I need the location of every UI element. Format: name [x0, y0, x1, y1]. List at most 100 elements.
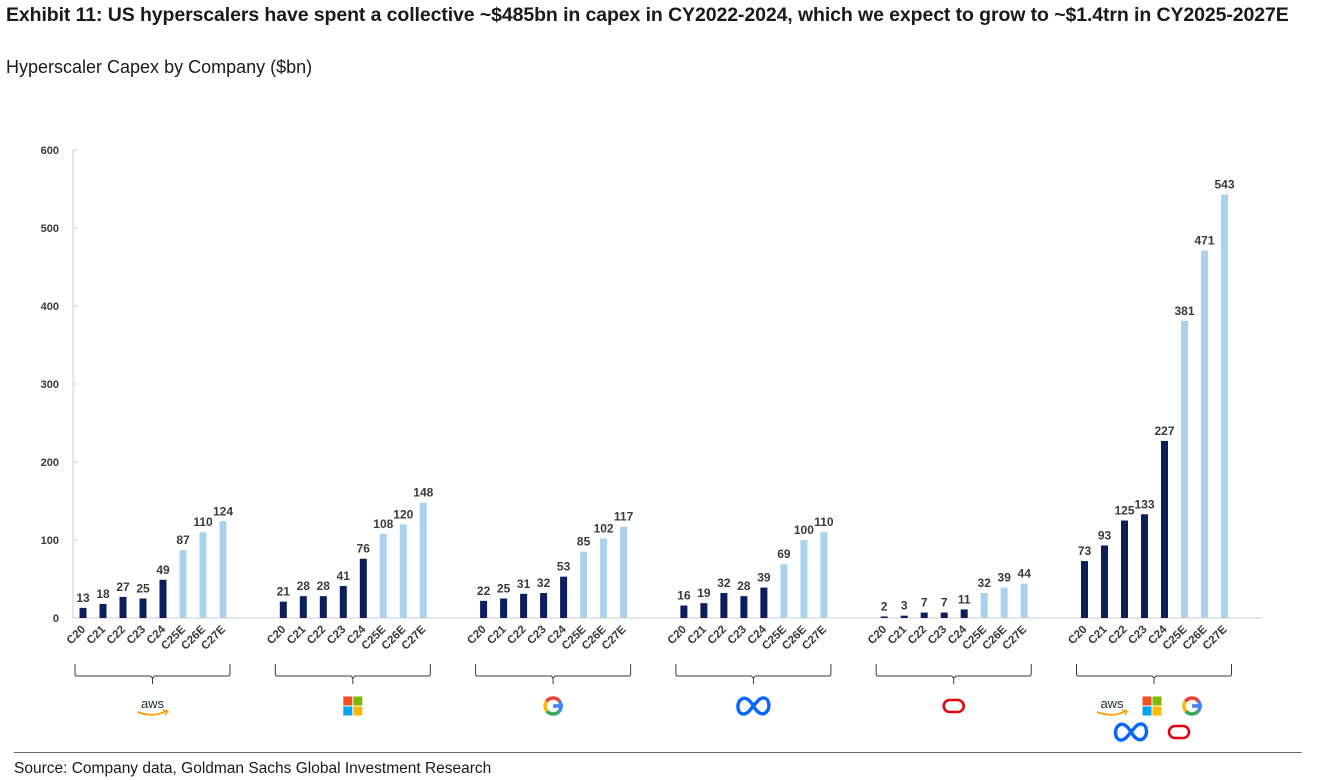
bar-value-label: 102: [594, 521, 614, 535]
y-tick-label: 400: [41, 301, 59, 313]
estimate-bar: [199, 532, 207, 618]
x-category-label: C22: [706, 624, 729, 647]
estimate-bar: [780, 564, 788, 618]
google-logo-icon: [543, 696, 563, 716]
actual-bar: [1121, 520, 1128, 618]
y-tick-label: 200: [41, 457, 59, 469]
bar-value-label: 69: [777, 547, 791, 561]
x-category-label: C22: [906, 624, 929, 647]
svg-text:aws: aws: [1100, 696, 1124, 711]
x-category-label: C23: [525, 624, 548, 647]
bar-value-label: 227: [1154, 424, 1174, 438]
bar-value-label: 2: [881, 599, 888, 613]
actual-bar: [920, 612, 928, 618]
estimate-bar: [419, 502, 427, 618]
aws-logo-icon: aws: [137, 696, 169, 716]
bar-value-label: 7: [941, 596, 948, 610]
bar-value-label: 31: [517, 577, 531, 591]
bar-value-label: 13: [76, 591, 90, 605]
estimate-bar: [1221, 194, 1228, 618]
bar-value-label: 73: [1078, 544, 1092, 558]
group-bracket: [875, 664, 1032, 679]
x-category-label: C23: [1126, 624, 1149, 647]
x-category-label: C22: [505, 624, 528, 647]
estimate-bar: [580, 551, 588, 618]
group-bracket: [475, 664, 632, 679]
bar-value-label: 110: [814, 515, 834, 529]
bar-value-label: 49: [156, 563, 170, 577]
company-group: 73C2093C21125C22133C23227C24381C25E471C2…: [1066, 177, 1235, 742]
group-bracket: [274, 664, 431, 679]
bar-value-label: 39: [757, 571, 771, 585]
bar-value-label: 41: [337, 569, 351, 583]
x-category-label: C21: [85, 623, 109, 647]
actual-bar: [740, 596, 748, 618]
actual-bar: [279, 601, 287, 618]
footer-divider: [14, 752, 1302, 753]
actual-bar: [99, 603, 107, 618]
microsoft-logo-icon: [343, 696, 363, 716]
bar-value-label: 21: [277, 585, 291, 599]
bar-value-label: 117: [614, 510, 634, 524]
actual-bar: [500, 598, 508, 618]
bar-value-label: 125: [1114, 504, 1134, 518]
bar-value-label: 471: [1194, 234, 1214, 248]
estimate-bar: [1020, 583, 1028, 618]
bar-value-label: 110: [193, 515, 213, 529]
y-tick-label: 600: [41, 145, 59, 157]
x-category-label: C22: [105, 624, 128, 647]
bar-value-label: 44: [1018, 567, 1032, 581]
google-logo-icon: [1182, 696, 1202, 716]
x-category-label: C21: [1086, 623, 1110, 647]
actual-bar: [1161, 440, 1168, 618]
estimate-bar: [800, 540, 808, 618]
group-bracket: [1076, 664, 1232, 679]
svg-text:aws: aws: [141, 696, 165, 711]
actual-bar: [880, 616, 888, 618]
estimate-bar: [600, 538, 608, 618]
bar-value-label: 22: [477, 584, 491, 598]
actual-bar: [700, 603, 708, 618]
x-category-label: C20: [1066, 624, 1089, 647]
actual-bar: [960, 609, 968, 618]
actual-bar: [359, 558, 367, 618]
bar-value-label: 19: [697, 586, 711, 600]
actual-bar: [299, 596, 307, 618]
x-category-label: C20: [65, 624, 88, 647]
actual-bar: [760, 587, 768, 618]
x-category-label: C20: [465, 624, 488, 647]
actual-bar: [119, 596, 127, 618]
bar-value-label: 93: [1098, 528, 1112, 542]
actual-bar: [139, 598, 147, 618]
x-category-label: C21: [686, 623, 710, 647]
company-group: 22C2025C2131C2232C2353C2485C25E102C26E11…: [465, 510, 634, 716]
group-bracket: [675, 664, 832, 679]
bar-value-label: 87: [176, 533, 190, 547]
x-category-label: C21: [886, 623, 910, 647]
bar-value-label: 28: [737, 579, 751, 593]
source-note: Source: Company data, Goldman Sachs Glob…: [14, 760, 492, 777]
bar-value-label: 28: [317, 579, 331, 593]
actual-bar: [680, 605, 688, 618]
bar-value-label: 108: [373, 517, 393, 531]
actual-bar: [1141, 514, 1148, 618]
y-tick-label: 500: [41, 223, 59, 235]
y-axis: 0 100 200 300 400 500 600: [41, 145, 1262, 625]
company-group: 13C2018C2127C2225C2349C2487C25E110C26E12…: [65, 504, 233, 716]
chart-subtitle: Hyperscaler Capex by Company ($bn): [6, 57, 313, 77]
estimate-bar: [179, 550, 187, 618]
x-category-label: C21: [285, 623, 309, 647]
bar-value-label: 32: [978, 576, 992, 590]
actual-bar: [319, 596, 327, 618]
bar-value-label: 543: [1214, 177, 1234, 191]
group-bracket: [74, 664, 231, 679]
estimate-bar: [1181, 320, 1188, 618]
oracle-logo-icon: [942, 698, 966, 714]
x-category-label: C21: [485, 623, 509, 647]
bar-value-label: 100: [794, 523, 814, 537]
exhibit-title: Exhibit 11: US hyperscalers have spent a…: [6, 4, 1289, 26]
bar-value-label: 16: [677, 589, 691, 603]
x-category-label: C23: [125, 624, 148, 647]
